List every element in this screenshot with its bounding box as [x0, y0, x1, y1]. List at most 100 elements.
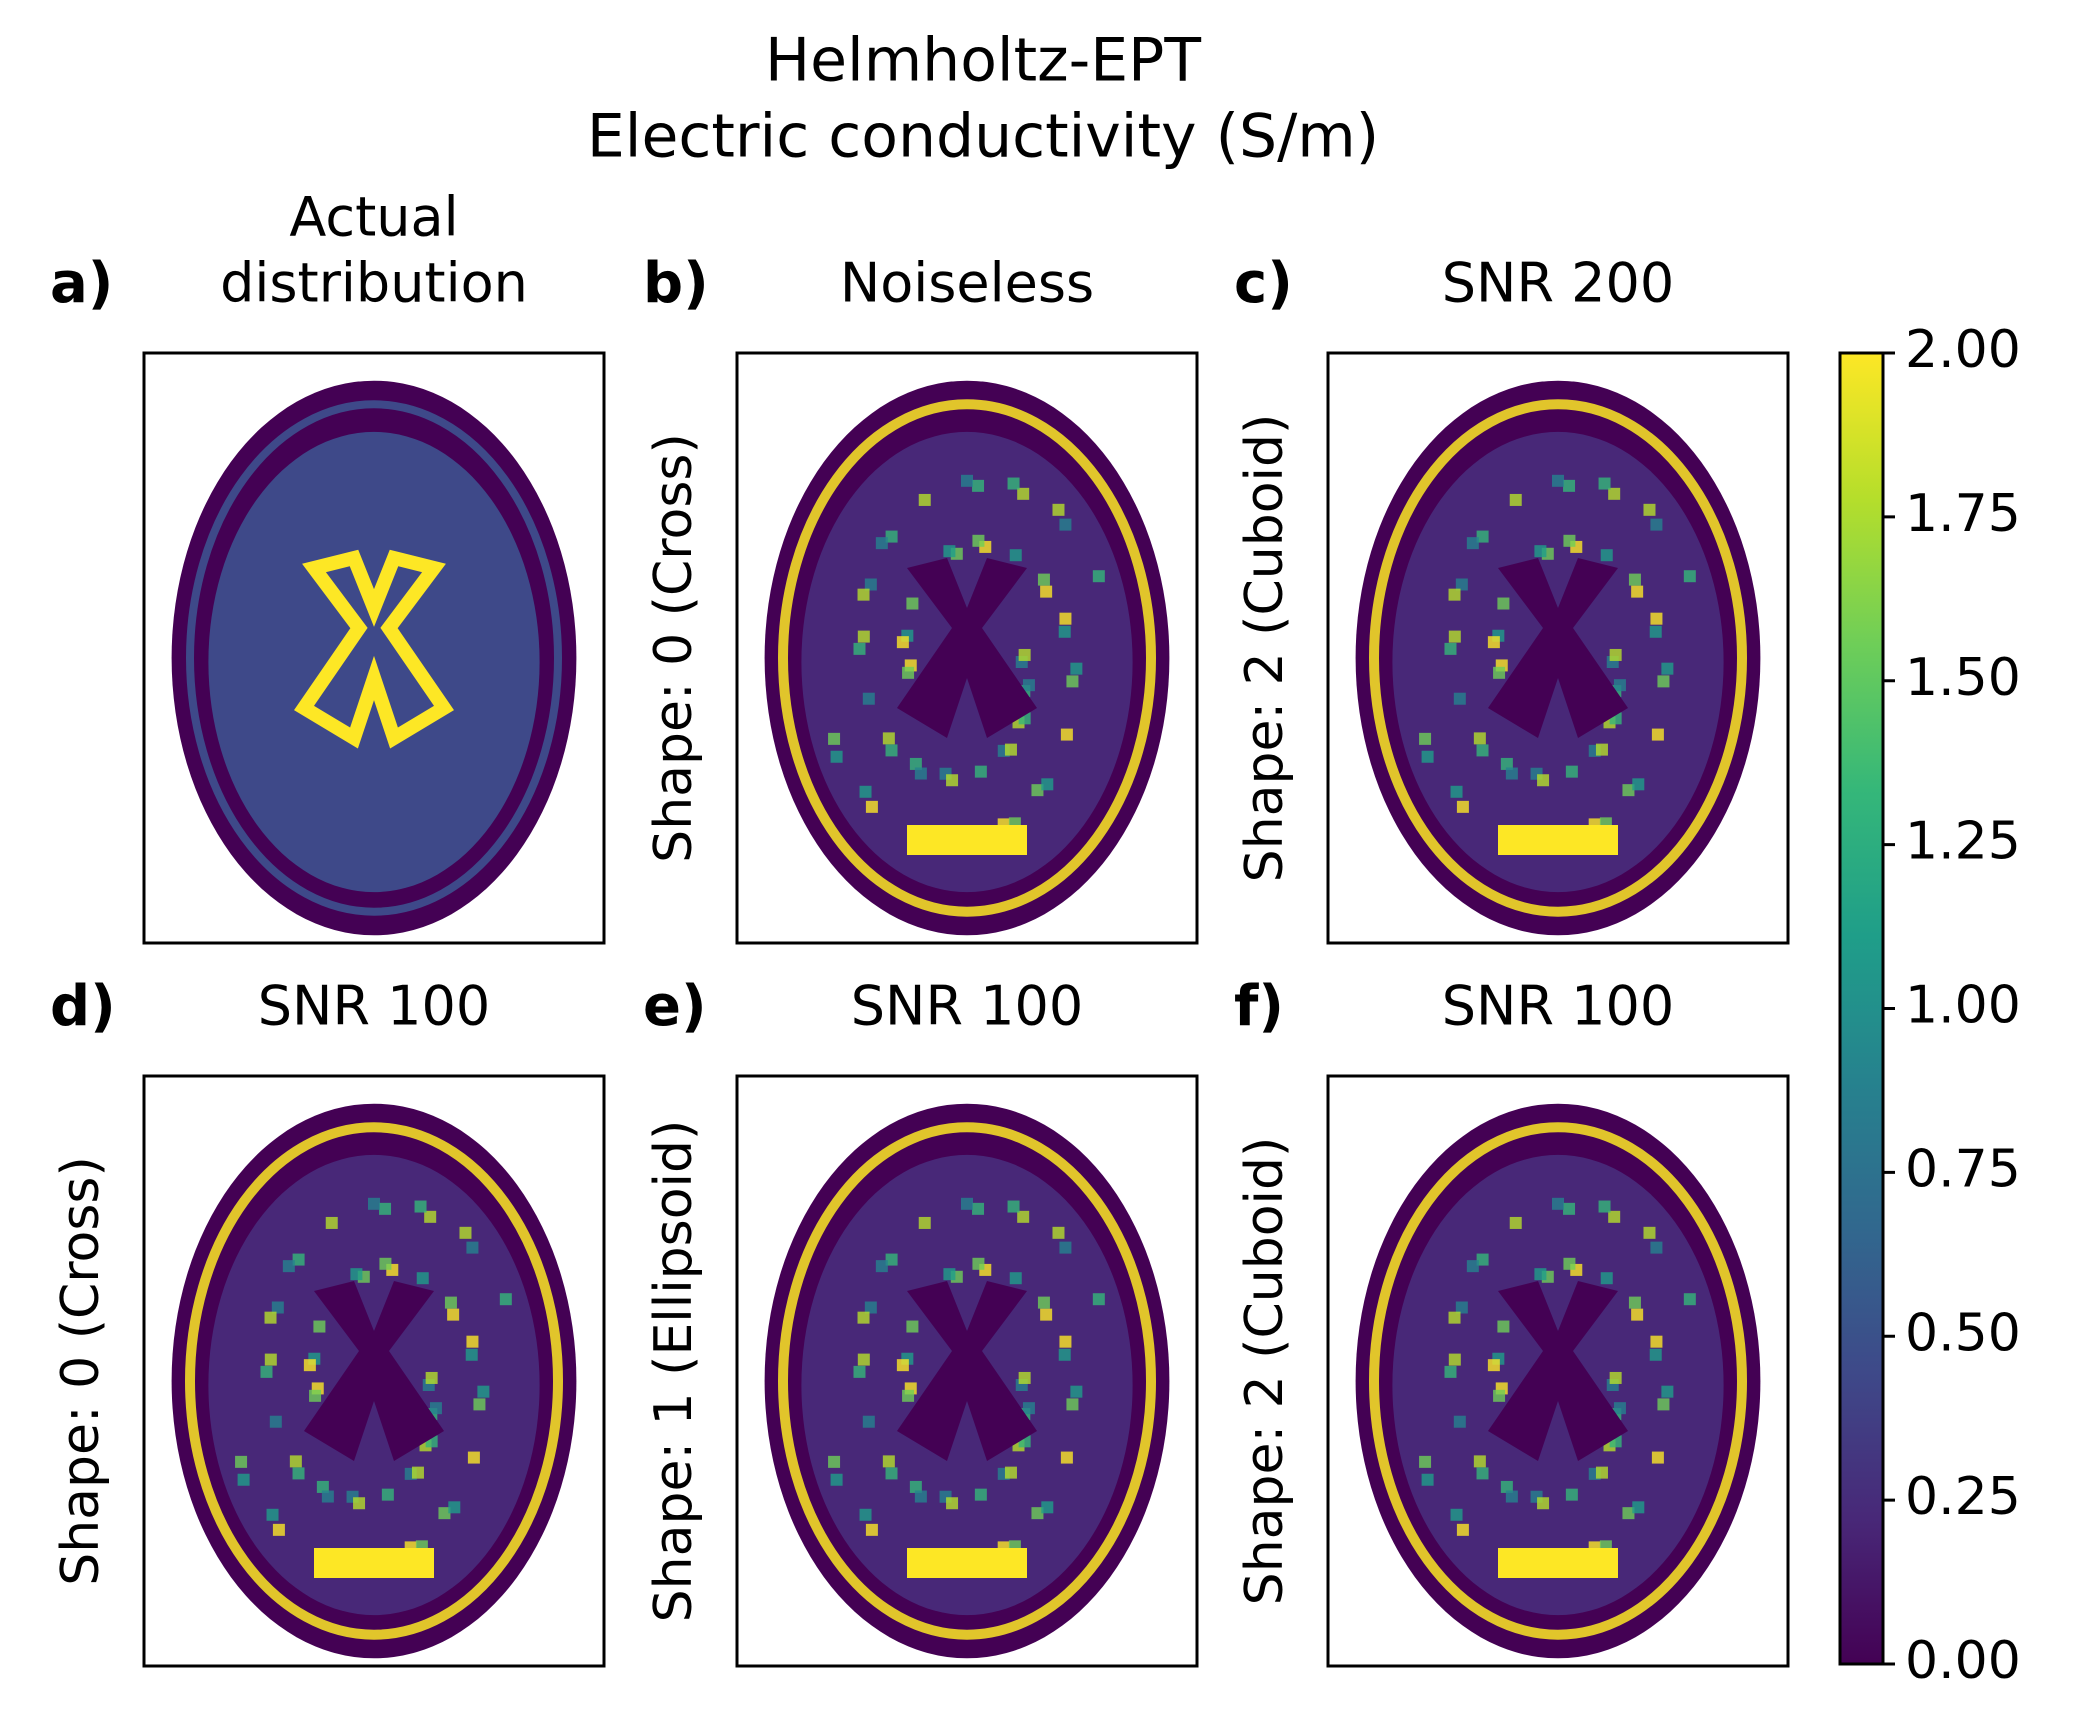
panel-letter: f) [1234, 974, 1284, 1039]
texture [864, 578, 877, 591]
texture [1565, 1488, 1578, 1501]
texture [1473, 732, 1486, 745]
texture [1643, 1226, 1656, 1239]
texture [865, 1523, 878, 1536]
texture [857, 1311, 870, 1324]
texture [946, 774, 959, 787]
texture [1622, 1507, 1635, 1520]
panel-image [171, 380, 577, 936]
ventricles [897, 558, 1037, 738]
texture [1007, 1200, 1020, 1213]
texture [1444, 1365, 1457, 1378]
texture [1683, 1293, 1696, 1306]
texture [1608, 1210, 1621, 1223]
texture [1650, 1335, 1663, 1348]
texture [1609, 1371, 1622, 1384]
skull-ring [1369, 1122, 1747, 1640]
texture [875, 537, 888, 550]
texture [1683, 570, 1696, 583]
texture [1453, 1415, 1466, 1428]
texture [875, 1260, 888, 1273]
texture [961, 474, 973, 487]
texture [289, 1455, 302, 1468]
panel-ylabel: Shape: 1 (Ellipsoid) [644, 1120, 704, 1623]
texture [1059, 1335, 1072, 1348]
panel-title: Actual [289, 186, 458, 249]
texture [1040, 1308, 1053, 1321]
texture [1657, 675, 1670, 688]
texture [1643, 503, 1656, 516]
texture [416, 1272, 429, 1285]
texture [1613, 679, 1626, 692]
texture [961, 1197, 973, 1210]
texture [1487, 1359, 1500, 1372]
texture [1041, 778, 1054, 791]
texture [1448, 630, 1461, 643]
texture [1563, 479, 1576, 492]
texture [1537, 1497, 1550, 1510]
texture [974, 1488, 987, 1501]
texture [1476, 1253, 1489, 1266]
texture [902, 1389, 915, 1402]
texture [269, 1415, 282, 1428]
texture [1455, 1301, 1468, 1314]
texture [864, 1301, 877, 1314]
ventricles [1488, 558, 1628, 738]
texture [429, 1402, 442, 1415]
texture [1007, 477, 1020, 490]
texture [1500, 1480, 1513, 1493]
texture [972, 1202, 985, 1215]
texture [1018, 1435, 1031, 1448]
texture [1448, 1353, 1461, 1366]
texture [379, 1202, 392, 1215]
ventricles [1488, 1281, 1628, 1461]
texture [264, 1353, 277, 1366]
texture [466, 1241, 479, 1254]
texture [1052, 1226, 1065, 1239]
texture [1448, 1311, 1461, 1324]
texture [1060, 1451, 1073, 1464]
texture [853, 1365, 866, 1378]
texture [1613, 1402, 1626, 1415]
texture [1628, 1296, 1641, 1309]
texture [1041, 1501, 1054, 1514]
skull-ring [778, 1122, 1156, 1640]
skull-ring [778, 399, 1156, 917]
ventricles [304, 1281, 444, 1461]
texture [1631, 585, 1644, 598]
texture [260, 1365, 273, 1378]
panel-letter: e) [643, 974, 707, 1039]
texture [885, 530, 898, 543]
texture [1453, 692, 1466, 705]
texture [830, 1473, 843, 1486]
texture [1421, 1473, 1434, 1486]
texture [857, 1353, 870, 1366]
colorbar-tick-label: 0.75 [1905, 1139, 2021, 1199]
texture [1448, 588, 1461, 601]
texture [1017, 487, 1030, 500]
texture [1456, 800, 1469, 813]
panel-image [764, 380, 1170, 936]
texture [828, 1455, 841, 1468]
colorbar-tick-label: 2.00 [1905, 320, 2021, 380]
bright-band [1498, 825, 1618, 855]
colorbar-tick-label: 0.25 [1905, 1467, 2021, 1527]
texture [1493, 666, 1506, 679]
texture [1018, 712, 1031, 725]
texture [882, 732, 895, 745]
texture [1066, 675, 1079, 688]
texture [438, 1507, 451, 1520]
colorbar-tick-label: 0.00 [1905, 1631, 2021, 1691]
panel-frame [1326, 351, 1790, 945]
panel-title: SNR 200 [1442, 252, 1674, 315]
texture [1487, 636, 1500, 649]
texture [1600, 1272, 1613, 1285]
colorbar-tick-label: 1.25 [1905, 812, 2021, 872]
panel-frame [142, 1074, 606, 1668]
texture [1059, 1241, 1072, 1254]
texture [906, 597, 919, 610]
texture [1650, 612, 1663, 625]
texture [1004, 1466, 1017, 1479]
texture [444, 1296, 457, 1309]
texture [235, 1455, 248, 1468]
